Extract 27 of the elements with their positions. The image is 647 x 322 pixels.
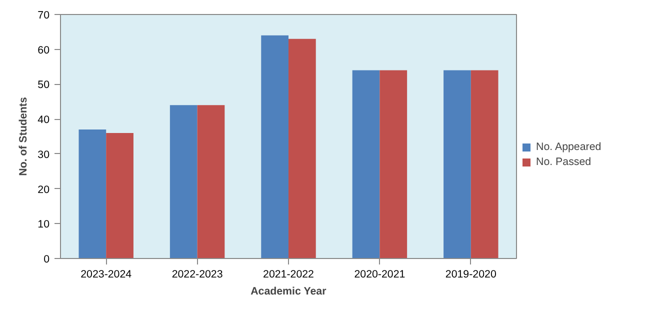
bar [288,38,316,258]
y-tick-label: 40 [38,114,50,126]
y-tick-label: 30 [38,148,50,161]
y-axis-title: No. of Students [18,97,30,176]
bar [78,130,106,258]
bar [352,70,380,258]
y-tick-label: 70 [38,10,50,22]
x-tick-label: 2019-2020 [445,268,496,280]
x-tick-label: 2020-2021 [354,268,406,280]
y-tick-label: 20 [38,184,50,196]
y-tick-label: 10 [38,218,50,231]
x-tick-label: 2023-2024 [80,268,132,280]
y-tick-label: 50 [38,79,50,92]
bar [444,70,471,258]
y-tick-label: 60 [38,44,50,56]
bar [197,105,225,258]
bar [380,70,408,258]
bar [170,105,198,258]
bar [470,70,498,258]
x-tick-label: 2022-2023 [172,268,223,280]
bar [261,35,288,258]
legend-label: No. Passed [536,156,592,168]
bar [106,133,134,258]
y-tick-label: 0 [44,254,50,266]
x-axis-title: Academic Year [250,286,326,298]
x-tick-label: 2021-2022 [263,268,314,280]
legend-label: No. Appeared [536,141,602,153]
